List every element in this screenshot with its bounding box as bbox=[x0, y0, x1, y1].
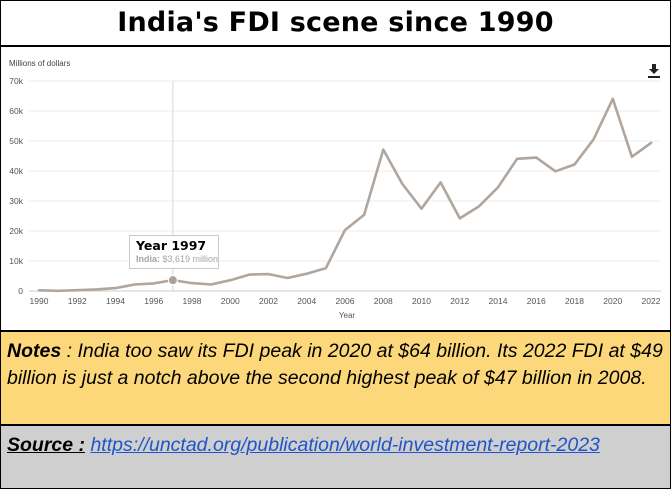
data-point bbox=[210, 283, 212, 285]
x-tick-label: 2022 bbox=[642, 296, 661, 306]
download-icon[interactable] bbox=[648, 64, 660, 78]
data-point bbox=[363, 214, 365, 216]
notes-label: Notes bbox=[7, 340, 62, 362]
x-tick-label: 2010 bbox=[412, 296, 431, 306]
x-tick-label: 2014 bbox=[489, 296, 508, 306]
x-tick-label: 1990 bbox=[30, 296, 49, 306]
y-tick-label: 10k bbox=[9, 256, 23, 266]
data-point bbox=[573, 163, 575, 165]
data-point bbox=[114, 287, 116, 289]
source-label: Source : bbox=[7, 434, 86, 456]
data-point bbox=[325, 267, 327, 269]
data-point bbox=[229, 279, 231, 281]
data-point bbox=[267, 273, 269, 275]
data-point bbox=[248, 273, 250, 275]
y-tick-label: 50k bbox=[9, 136, 23, 146]
data-point bbox=[382, 148, 384, 150]
data-point bbox=[650, 142, 652, 144]
x-tick-label: 2016 bbox=[527, 296, 546, 306]
data-point bbox=[76, 289, 78, 291]
y-tick-label: 30k bbox=[9, 196, 23, 206]
x-tick-label: 2008 bbox=[374, 296, 393, 306]
x-tick-label: 2004 bbox=[297, 296, 316, 306]
data-point bbox=[306, 272, 308, 274]
data-point bbox=[344, 229, 346, 231]
y-tick-label: 70k bbox=[9, 76, 23, 86]
tooltip-title: Year 1997 bbox=[136, 238, 207, 253]
data-point bbox=[554, 170, 556, 172]
notes-text: : India too saw its FDI peak in 2020 at … bbox=[7, 340, 663, 389]
data-point bbox=[497, 186, 499, 188]
x-tick-label: 1998 bbox=[183, 296, 202, 306]
source-panel: Source : https://unctad.org/publication/… bbox=[1, 426, 670, 488]
data-point bbox=[612, 98, 614, 100]
data-point bbox=[153, 282, 155, 284]
x-tick-label: 1994 bbox=[106, 296, 125, 306]
data-point bbox=[439, 181, 441, 183]
series-line-india bbox=[37, 97, 653, 293]
data-point bbox=[631, 156, 633, 158]
x-tick-label: 1992 bbox=[68, 296, 87, 306]
tooltip-value: $3,619 million bbox=[162, 254, 219, 264]
x-tick-label: 2018 bbox=[565, 296, 584, 306]
data-point bbox=[516, 158, 518, 160]
x-tick-label: 1996 bbox=[144, 296, 163, 306]
data-point bbox=[286, 277, 288, 279]
y-tick-label: 0 bbox=[18, 286, 23, 296]
data-point bbox=[535, 156, 537, 158]
data-point bbox=[133, 283, 135, 285]
x-tick-label: 2020 bbox=[603, 296, 622, 306]
tooltip-value-row: India: $3,619 million bbox=[136, 253, 218, 266]
y-tick-label: 40k bbox=[9, 166, 23, 176]
data-point bbox=[420, 208, 422, 210]
chart-area: Millions of dollars 0 10k 20k 30k 40k 50k 60k 70… bbox=[1, 47, 670, 330]
highlighted-point bbox=[167, 275, 178, 286]
data-point bbox=[478, 205, 480, 207]
x-axis-title: Year bbox=[339, 311, 356, 320]
y-axis-title: Millions of dollars bbox=[9, 59, 70, 68]
source-link[interactable]: https://unctad.org/publication/world-inv… bbox=[90, 434, 600, 456]
data-point bbox=[191, 282, 193, 284]
y-tick-label: 20k bbox=[9, 226, 23, 236]
data-point bbox=[459, 217, 461, 219]
x-tick-label: 2012 bbox=[450, 296, 469, 306]
data-point bbox=[592, 138, 594, 140]
fdi-line-chart[interactable]: Millions of dollars 0 10k 20k 30k 40k 50k 60k 70… bbox=[1, 47, 670, 330]
notes-panel: Notes : India too saw its FDI peak in 20… bbox=[1, 330, 670, 426]
x-tick-label: 2002 bbox=[259, 296, 278, 306]
data-point bbox=[95, 288, 97, 290]
data-point bbox=[38, 289, 40, 291]
x-tick-label: 2006 bbox=[336, 296, 355, 306]
data-point bbox=[401, 183, 403, 185]
tooltip-series-label: India: bbox=[136, 254, 160, 264]
page-title: India's FDI scene since 1990 bbox=[1, 1, 670, 47]
chart-tooltip: Year 1997 India: $3,619 million bbox=[129, 235, 219, 269]
y-tick-label: 60k bbox=[9, 106, 23, 116]
data-point bbox=[57, 290, 59, 292]
x-tick-label: 2000 bbox=[221, 296, 240, 306]
